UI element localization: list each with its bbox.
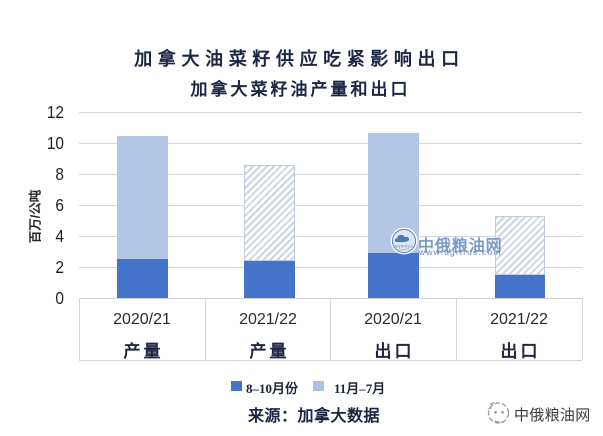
svg-text:AGRIRUS: AGRIRUS xyxy=(395,244,414,248)
